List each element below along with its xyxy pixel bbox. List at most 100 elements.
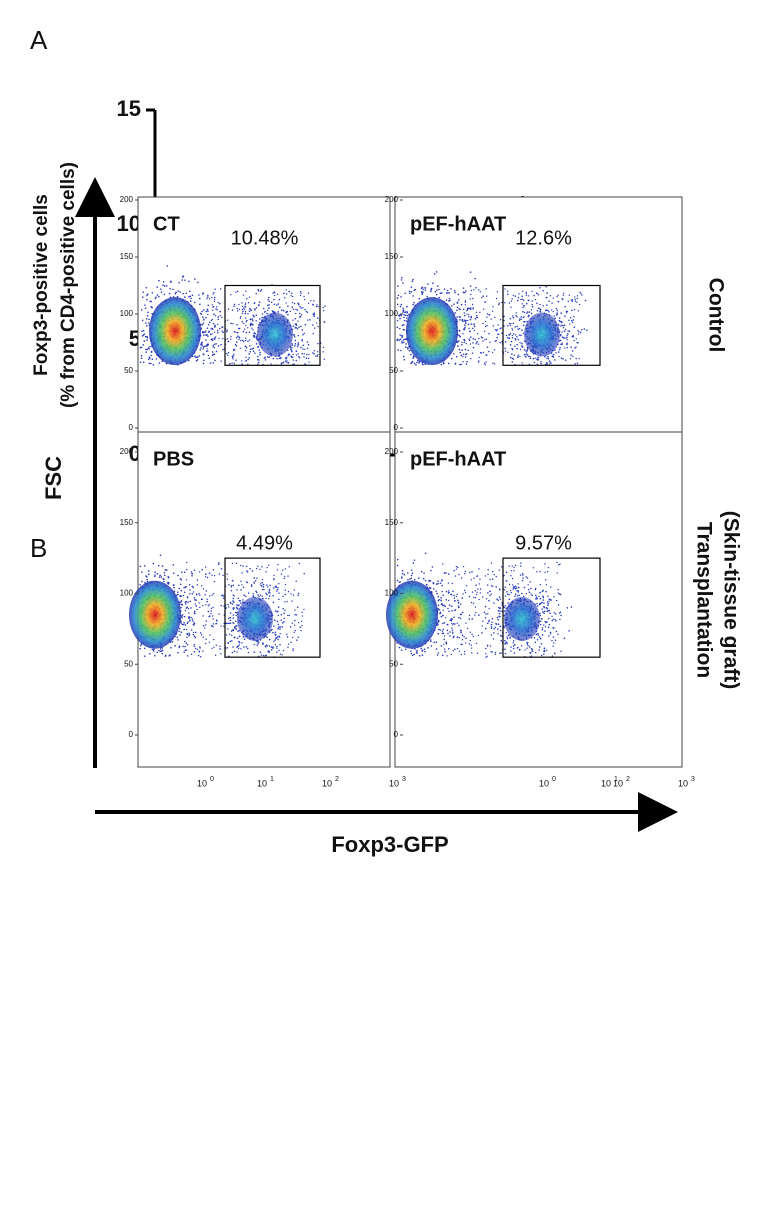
event-dot: [268, 296, 270, 299]
event-dot: [244, 310, 247, 313]
event-dot: [521, 329, 523, 332]
event-dot: [188, 632, 190, 635]
event-dot: [316, 304, 318, 306]
event-dot: [244, 339, 247, 342]
event-dot: [465, 637, 467, 640]
event-dot: [418, 297, 421, 300]
event-dot: [146, 348, 149, 351]
event-dot: [213, 592, 215, 595]
event-dot: [262, 586, 265, 588]
event-dot: [549, 612, 551, 615]
event-dot: [445, 292, 448, 294]
event-dot: [529, 356, 531, 358]
event-dot: [540, 617, 543, 620]
event-dot: [257, 641, 260, 644]
event-dot: [548, 600, 550, 602]
event-dot: [278, 306, 281, 309]
event-dot: [235, 291, 237, 293]
event-dot: [453, 597, 456, 599]
event-dot: [237, 584, 240, 587]
event-dot: [571, 300, 574, 303]
event-dot: [471, 327, 474, 330]
event-dot: [485, 647, 487, 650]
event-dot: [262, 597, 264, 600]
event-dot: [210, 624, 213, 627]
event-dot: [191, 572, 194, 575]
event-dot: [183, 621, 185, 624]
event-dot: [256, 644, 258, 647]
event-dot: [198, 650, 200, 652]
event-dot: [504, 288, 506, 290]
y-tick-label: 50: [389, 366, 398, 375]
event-dot: [484, 339, 486, 341]
event-dot: [463, 292, 465, 294]
event-dot: [202, 624, 205, 627]
event-dot: [295, 614, 298, 616]
event-dot: [198, 297, 201, 300]
event-dot: [292, 325, 295, 327]
event-dot: [246, 571, 249, 573]
event-dot: [290, 641, 292, 644]
event-dot: [276, 651, 278, 653]
event-dot: [459, 617, 462, 620]
event-dot: [202, 293, 204, 295]
event-dot: [469, 631, 471, 633]
event-dot: [463, 339, 466, 342]
event-dot: [535, 598, 537, 600]
event-dot: [219, 645, 221, 647]
y-tick-label: 0: [129, 423, 134, 432]
event-dot: [482, 295, 485, 297]
event-dot: [184, 649, 187, 652]
event-dot: [286, 633, 288, 636]
event-dot: [232, 584, 235, 587]
event-dot: [254, 352, 256, 354]
event-dot: [217, 345, 220, 347]
event-dot: [540, 623, 542, 626]
y-tick-label: 200: [120, 447, 134, 456]
event-dot: [244, 303, 247, 306]
event-dot: [300, 629, 302, 632]
event-dot: [400, 303, 403, 306]
event-dot: [200, 585, 203, 587]
event-dot: [514, 593, 517, 596]
event-dot: [466, 313, 468, 315]
event-dot: [275, 586, 278, 588]
event-dot: [531, 304, 533, 306]
event-dot: [548, 635, 550, 637]
event-dot: [553, 627, 555, 629]
event-dot: [396, 579, 399, 582]
event-dot: [253, 651, 256, 653]
event-dot: [573, 316, 575, 318]
event-dot: [209, 595, 211, 597]
event-dot: [221, 316, 223, 319]
event-dot: [202, 362, 205, 365]
event-dot: [256, 577, 258, 579]
event-dot: [274, 639, 276, 641]
event-dot: [261, 578, 264, 581]
event-dot: [433, 588, 435, 590]
event-dot: [402, 339, 405, 341]
event-dot: [245, 349, 247, 352]
event-dot: [232, 617, 234, 619]
event-dot: [208, 572, 211, 574]
event-dot: [507, 293, 509, 296]
event-dot: [259, 353, 261, 356]
event-dot: [472, 337, 475, 340]
event-dot: [522, 299, 525, 301]
event-dot: [298, 316, 301, 318]
event-dot: [206, 598, 208, 600]
event-dot: [193, 645, 195, 647]
event-dot: [576, 301, 578, 303]
event-dot: [299, 305, 301, 308]
event-dot: [443, 638, 445, 641]
event-dot: [515, 314, 517, 317]
event-dot: [576, 297, 578, 300]
event-dot: [265, 592, 267, 595]
event-dot: [268, 651, 271, 654]
event-dot: [307, 292, 310, 294]
event-dot: [536, 605, 539, 607]
event-dot: [442, 622, 444, 625]
event-dot: [306, 311, 309, 314]
event-dot: [227, 603, 229, 606]
event-dot: [272, 357, 275, 360]
